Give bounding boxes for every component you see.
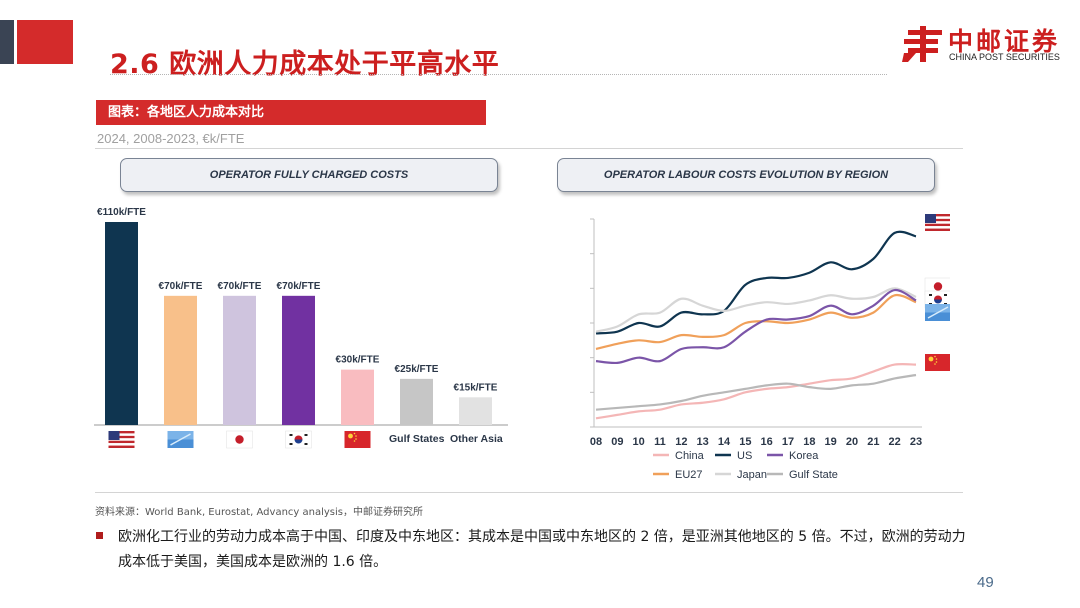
bullet-text: 欧洲化工行业的劳动力成本高于中国、印度及中东地区：其成本是中国或中东地区的 2 … [118,529,966,570]
x-tick-label: 18 [803,436,815,448]
title-divider [110,74,887,75]
flag-japan-icon [226,430,253,449]
x-label-other-asia: Other Asia [450,433,503,445]
legend-label: EU27 [675,469,703,481]
legend-label: Korea [789,450,819,462]
accent-block-grey [0,20,14,64]
bar-value-label: €25k/FTE [395,364,439,375]
bar-china [341,369,374,425]
bar-japan [223,295,256,425]
bar-chart-title: OPERATOR FULLY CHARGED COSTS [120,158,498,192]
x-tick-label: 12 [675,436,687,448]
flag-us-icon [925,214,950,231]
figure-label: 图表：各地区人力成本对比 [96,100,486,125]
figure-bottom-divider [95,492,963,493]
bar-value-label: €30k/FTE [336,355,380,366]
logo-text-en: CHINA POST SECURITIES [949,52,1060,62]
bar-value-label: €110k/FTE [97,207,146,218]
x-tick-label: 19 [825,436,837,448]
x-tick-label: 22 [889,436,901,448]
x-tick-label: 16 [761,436,773,448]
x-tick-label: 11 [654,436,666,448]
legend-label: Gulf State [789,469,838,481]
flag-eu27-icon [925,304,950,321]
bar-value-label: €70k/FTE [218,281,262,292]
x-tick-label: 17 [782,436,794,448]
bar-eu27 [164,295,197,425]
source-note: 资料来源：World Bank, Eurostat, Advancy analy… [95,507,423,518]
x-tick-label: 10 [633,436,645,448]
bar-other-asia [459,397,492,425]
page-number: 49 [977,574,994,591]
flag-china-icon [344,431,371,448]
flag-us-icon [108,431,135,448]
accent-block-red [17,20,73,64]
series-line-us [595,230,917,335]
bar-value-label: €70k/FTE [277,281,321,292]
logo-icon [902,26,942,62]
figure-top-divider [95,148,963,149]
series-line-china [595,362,917,420]
x-label-gulf-states: Gulf States [389,433,445,445]
x-tick-label: 13 [697,436,709,448]
series-line-korea [595,288,917,365]
series-line-gulf-state [595,373,917,411]
bar-value-label: €15k/FTE [454,382,498,393]
legend-label: China [675,450,705,462]
bar-chart: €110k/FTE €70k/FTE €70k/FTE €70k/FTE €30k/FT… [94,207,508,449]
figure-subtitle: 2024, 2008-2023, €k/FTE [97,131,245,146]
flag-korea-icon [285,430,312,449]
bar-korea [282,295,315,425]
bullet-square-icon [96,532,103,539]
x-tick-label: 14 [718,436,731,448]
line-chart-title: OPERATOR LABOUR COSTS EVOLUTION BY REGIO… [557,158,935,192]
bar-us [105,222,138,425]
x-tick-label: 21 [867,436,879,448]
legend-label: US [737,450,752,462]
bar-gulf-states [400,378,433,425]
bar-value-label: €70k/FTE [159,281,203,292]
x-tick-label: 15 [739,436,751,448]
x-tick-label: 08 [590,436,602,448]
x-tick-label: 09 [611,436,623,448]
series-line-japan [595,287,917,333]
legend-label: Japan [737,469,767,481]
flag-china-icon [925,354,950,371]
series-line-eu27 [595,293,917,351]
flag-eu27-icon [167,431,194,448]
x-tick-label: 23 [910,436,922,448]
logo-text-cn: 中邮证券 [948,27,1061,56]
x-tick-label: 20 [846,436,858,448]
page-title: 2.6 欧洲人力成本处于平高水平 [110,49,500,80]
line-chart: 08 09 10 11 12 13 14 15 16 17 18 19 20 21 22 23 China US K… [590,214,950,481]
